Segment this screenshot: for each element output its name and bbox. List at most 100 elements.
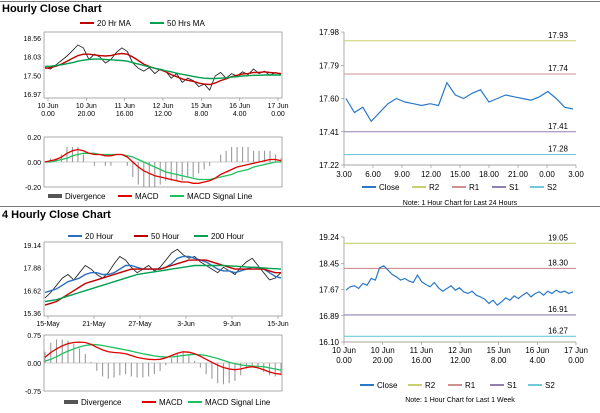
y-tick-label: 16.10 [319, 338, 340, 347]
y-tick-label: 17.67 [319, 286, 340, 295]
x-tick-time: 8.00 [491, 356, 507, 365]
divergence-legend-label: Divergence [65, 192, 106, 201]
r1-level-label: 18.30 [548, 258, 569, 267]
x-tick-time: 4.00 [233, 111, 247, 118]
macd-signal-series [45, 152, 281, 181]
s1-legend-label: S1 [509, 183, 519, 192]
s2-legend-label: S2 [545, 381, 555, 390]
x-tick-time: 20.00 [78, 111, 96, 118]
y-tick-label: 0.75 [27, 333, 41, 340]
20-hr-ma-legend-label: 20 Hr MA [97, 19, 131, 28]
r2-legend-label: R2 [429, 183, 440, 192]
20-hr-ma-series [44, 52, 282, 86]
s1-legend-label: S1 [507, 381, 517, 390]
200-hour-legend-label: 200 Hour [211, 232, 244, 241]
x-tick-date: 16 Jun [229, 103, 250, 110]
x-tick-date: 17 Jun [564, 346, 588, 355]
x-tick-date: 15 Jun [191, 103, 212, 110]
x-tick-label: 6.00 [365, 170, 381, 179]
50-hour-legend-label: 50 Hour [151, 232, 180, 241]
y-tick-label: 17.22 [319, 161, 340, 170]
macd-signal-series [44, 344, 282, 371]
4hourly-levels-chart: 19.24 18.45 17.67 16.89 16.10 19.05 18.30 16.91… [319, 233, 588, 404]
x-tick-date: 17 Jun [267, 103, 288, 110]
y-tick-label: 18.56 [23, 36, 41, 43]
x-tick-date: 10 Jun [371, 346, 395, 355]
macd-signal-legend-label: MACD Signal Line [187, 192, 253, 201]
x-tick-date: 11 Jun [410, 346, 433, 355]
50-hrs-ma-legend-label: 50 Hrs MA [167, 19, 205, 28]
divergence-legend-swatch [48, 194, 62, 198]
x-tick-label: 3-Jun [177, 321, 195, 328]
4hourly-price-chart: 20 Hour 50 Hour 200 Hour 19.14 17.88 16.62 15.… [23, 232, 289, 328]
top-divider [0, 1, 600, 2]
hourly-levels-chart: 17.98 17.79 17.60 17.41 17.22 17.93 17.74 17.41… [319, 28, 584, 207]
y-tick-label: 19.24 [319, 233, 340, 242]
4hourly-macd-chart: 0.75 0.00 -0.75 Divergence MACD MACD Signal L… [25, 333, 283, 407]
close-series [44, 44, 282, 91]
x-tick-label: 9.00 [394, 170, 410, 179]
y-tick-label: 16.62 [23, 288, 41, 295]
x-tick-label: 15-Jun [267, 321, 289, 328]
macd-series [44, 341, 282, 375]
section-divider [0, 206, 600, 207]
y-tick-label: 17.60 [319, 95, 340, 104]
x-tick-label: 15-May [36, 321, 60, 328]
y-tick-label: 0.00 [27, 160, 41, 167]
macd-legend-label: MACD [135, 192, 159, 201]
y-tick-label: 18.03 [23, 55, 41, 62]
plot-frame [43, 31, 283, 99]
r2-legend-label: R2 [425, 381, 436, 390]
y-tick-label: -0.20 [25, 185, 41, 192]
x-tick-time: 0.00 [568, 356, 584, 365]
x-tick-label: 3.00 [568, 170, 584, 179]
close-legend-label: Close [377, 381, 398, 390]
x-tick-time: 12.00 [154, 111, 172, 118]
hourly-section-title: Hourly Close Chart [2, 3, 102, 15]
close-legend-label: Close [379, 183, 400, 192]
x-tick-label: 21-May [82, 321, 106, 328]
x-tick-label: 3.00 [336, 170, 352, 179]
y-tick-label: 17.41 [319, 128, 340, 137]
y-tick-label: 16.89 [319, 312, 340, 321]
r2-level-label: 17.93 [548, 31, 569, 40]
close-series [345, 81, 574, 123]
4hourly-section-title: 4 Hourly Close Chart [2, 209, 111, 221]
r2-level-label: 19.05 [548, 233, 569, 242]
close-series [345, 265, 574, 307]
50-hour-series [44, 259, 281, 306]
macd-series [44, 148, 282, 184]
plot-frame [43, 241, 283, 317]
x-tick-date: 11 Jun [114, 103, 135, 110]
x-tick-label: 15.00 [450, 170, 471, 179]
r1-legend-label: R1 [469, 183, 480, 192]
x-tick-time: 4.00 [530, 356, 546, 365]
divergence-legend-swatch [64, 400, 78, 404]
50-hrs-ma-series [44, 58, 281, 80]
y-tick-label: 19.14 [23, 243, 41, 250]
hourly-macd-chart: 0.20 0.00 -0.20 Divergence MACD MACD Signal L… [25, 135, 283, 201]
y-tick-label: 17.50 [23, 73, 41, 80]
y-tick-label: 0.20 [27, 135, 41, 142]
s2-level-label: 17.28 [548, 145, 569, 154]
y-tick-label: -0.75 [25, 389, 41, 396]
close-series [44, 248, 282, 299]
y-tick-label: 15.36 [23, 311, 41, 318]
y-tick-label: 17.88 [23, 266, 41, 273]
x-tick-time: 0.00 [41, 111, 55, 118]
x-tick-date: 12 Jun [152, 103, 173, 110]
x-tick-label: 0.00 [539, 170, 555, 179]
x-tick-label: 18.00 [479, 170, 500, 179]
y-tick-label: 16.97 [23, 92, 41, 99]
y-tick-label: 17.98 [319, 28, 340, 37]
s1-level-label: 17.41 [548, 122, 569, 131]
x-tick-time: 12.00 [450, 356, 471, 365]
x-tick-time: 16.00 [411, 356, 432, 365]
x-tick-time: 0.00 [271, 111, 285, 118]
macd-signal-legend-label: MACD Signal Line [205, 398, 271, 407]
r1-legend-label: R1 [465, 381, 476, 390]
chart-note: Note: 1 Hour Chart for Last 1 Week [405, 397, 515, 404]
hourly-price-chart: 20 Hr MA 50 Hrs MA 18.56 18.03 17.50 16.97 10 … [23, 19, 288, 118]
x-tick-time: 16.00 [116, 111, 134, 118]
x-tick-date: 16 Jun [525, 346, 549, 355]
